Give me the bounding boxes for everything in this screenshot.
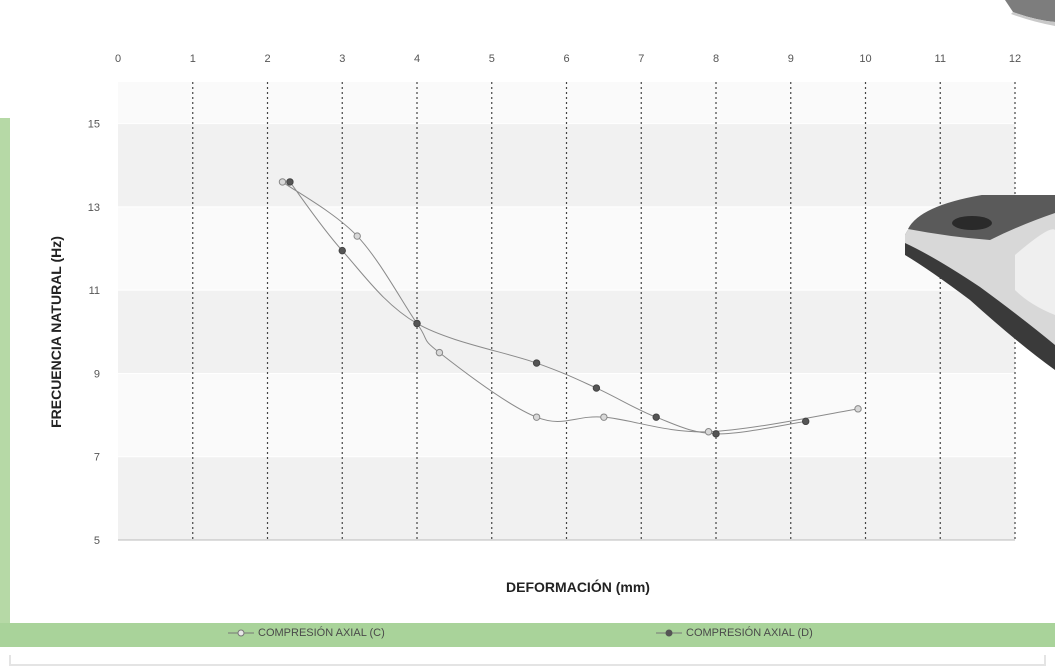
x-tick-label: 12	[1009, 53, 1021, 65]
data-point-d	[712, 430, 720, 438]
data-point-d	[532, 359, 541, 367]
data-point-c	[435, 348, 444, 357]
device-bracket-image	[900, 191, 1055, 380]
y-tick-label: 13	[88, 202, 100, 214]
device-corner-image	[995, 0, 1055, 35]
y-tick-label: 7	[94, 452, 100, 464]
data-point-d	[338, 246, 346, 255]
band	[118, 373, 1015, 457]
x-tick-label: 5	[489, 53, 495, 65]
legend-label-c: COMPRESIÓN AXIAL (C)	[258, 627, 385, 639]
x-tick-labels: 0 1 2 3 4 5 6 7 8 9 10 11 12	[115, 53, 1021, 65]
legend-item-c: COMPRESIÓN AXIAL (C)	[228, 627, 385, 639]
data-point-d	[592, 384, 601, 392]
x-tick-label: 4	[414, 53, 420, 65]
x-tick-label: 3	[339, 53, 345, 65]
x-tick-label: 9	[788, 53, 794, 65]
x-tick-label: 1	[190, 53, 196, 65]
bottom-bracket	[9, 655, 1046, 666]
data-point-c	[532, 413, 541, 421]
data-point-c	[854, 405, 862, 413]
chart-series	[278, 178, 862, 438]
chart-grid	[118, 82, 1016, 541]
x-axis-label: DEFORMACIÓN (mm)	[506, 578, 650, 595]
legend: COMPRESIÓN AXIAL (C) COMPRESIÓN AXIAL (D…	[0, 623, 1055, 647]
data-point-d	[413, 319, 421, 328]
data-point-d	[286, 178, 294, 186]
data-point-c	[600, 413, 608, 421]
x-tick-label: 11	[935, 53, 946, 65]
data-point-d	[652, 413, 660, 421]
data-point-c	[353, 232, 361, 240]
band	[118, 290, 1015, 374]
data-point-c	[278, 178, 287, 186]
green-frame	[0, 118, 12, 628]
y-tick-label: 11	[89, 285, 100, 297]
y-tick-label: 5	[94, 535, 100, 547]
y-tick-label: 9	[94, 368, 100, 380]
y-tick-label: 15	[88, 119, 100, 131]
x-tick-label: 7	[638, 53, 644, 65]
legend-label-d: COMPRESIÓN AXIAL (D)	[686, 627, 813, 639]
x-tick-label: 8	[713, 53, 719, 65]
y-axis-label: FRECUENCIA NATURAL (Hz)	[48, 236, 64, 428]
data-point-c	[704, 428, 713, 436]
x-tick-label: 6	[563, 53, 569, 65]
y-tick-labels: 5 7 9 11 13 15	[88, 119, 100, 547]
legend-item-d: COMPRESIÓN AXIAL (D)	[656, 627, 813, 639]
x-tick-label: 0	[115, 53, 121, 65]
open-circle-marker-icon	[228, 629, 254, 637]
x-tick-label: 2	[264, 53, 270, 65]
filled-circle-marker-icon	[656, 629, 682, 637]
band	[118, 123, 1015, 207]
data-point-d	[802, 417, 810, 426]
chart-bands	[118, 82, 1015, 540]
x-tick-label: 10	[859, 53, 871, 65]
